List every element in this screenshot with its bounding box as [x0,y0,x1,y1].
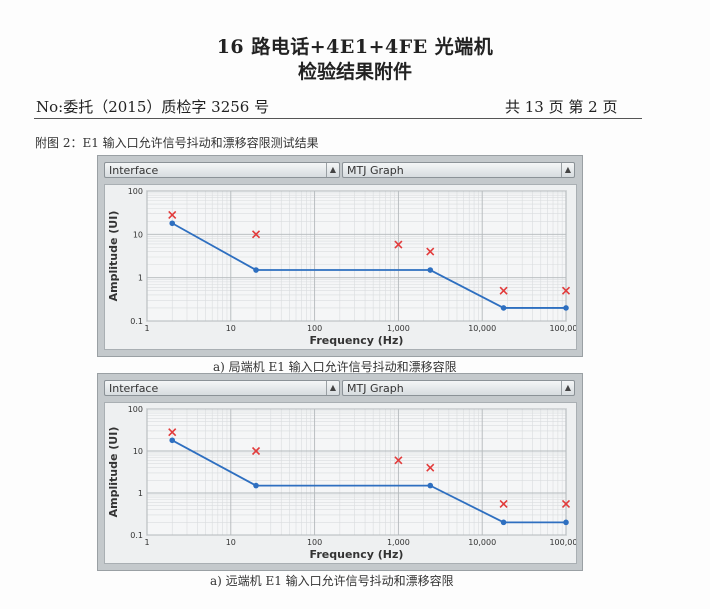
x-tick-label: 10,000 [468,538,496,547]
mtj-chart: 1101001,00010,000100,0000.1110100Frequen… [107,405,583,561]
page-info: 共 13 页 第 2 页 [505,98,618,116]
x-tick-label: 100 [307,324,322,333]
mask-point [563,305,569,311]
y-tick-label: 10 [133,230,143,239]
cross-stroke [251,230,261,239]
measured-point [168,210,177,220]
mask-point [169,220,176,227]
measured-point [426,463,435,472]
x-tick-label: 1,000 [387,324,410,333]
y-tick-label: 100 [128,405,143,414]
x-axis-label: Frequency (Hz) [310,334,404,347]
cross-stroke [499,286,508,295]
cross-stroke [168,210,177,220]
graph-dropdown[interactable]: MTJ Graph ▲︎ [342,380,575,396]
y-tick-label: 10 [133,447,143,456]
mask-point [253,267,259,273]
document-number: No:委托（2015）质检字 3256 号 [36,98,270,116]
plot-frame [146,190,567,322]
x-tick-label: 1 [144,324,149,333]
plot-frame [146,408,567,536]
x-tick-label: 10,000 [468,324,496,333]
graph-dropdown-label: MTJ Graph [347,382,404,395]
cross-stroke [561,499,571,508]
measured-point [561,286,571,295]
interface-dropdown-label: Interface [109,382,159,395]
cross-stroke [561,286,571,295]
measured-point [499,499,508,508]
graph-dropdown[interactable]: MTJ Graph ▲︎ [342,162,575,178]
measured-point [251,446,261,456]
x-tick-label: 10 [226,538,236,547]
interface-dropdown[interactable]: Interface ▲︎ [104,380,340,396]
header-rule [34,118,642,119]
y-axis-label: Amplitude (UI) [107,427,120,518]
measured-point [499,286,508,295]
mask-point [427,482,434,489]
x-tick-label: 10 [226,324,236,333]
mask-point [563,519,569,526]
mtj-chart: 1101001,00010,000100,0000.1110100Frequen… [107,187,583,347]
chevron-updown-icon: ▲︎ [326,163,339,177]
y-tick-label: 0.1 [130,317,143,326]
cross-stroke [168,428,177,437]
mask-point [427,267,434,273]
y-tick-label: 100 [128,187,143,196]
measured-point [394,240,403,249]
x-tick-label: 1 [144,538,149,547]
x-tick-label: 100 [307,538,322,547]
mask-point [169,437,176,444]
panel-caption: a) 局端机 E1 输入口允许信号抖动和漂移容限 [213,360,457,374]
chevron-updown-icon: ▲︎ [561,381,574,395]
mtj-panel-1: Interface ▲︎ MTJ Graph ▲︎ 1 10 100 1,000 10,… [97,155,583,357]
measured-point [168,428,177,437]
chart-area: 1101001,00010,000100,0000.1110100Frequen… [104,402,583,564]
mask-point [500,305,507,311]
y-tick-label: 1 [138,489,143,498]
interface-dropdown-label: Interface [109,164,159,177]
chart-area: 1101001,00010,000100,0000.1110100Frequen… [104,184,583,350]
x-tick-label: 100,000 [549,538,576,547]
x-tick-label: 1,000 [387,538,410,547]
document-title: 16 路电话+4E1+4FE 光端机 [216,36,494,58]
y-tick-label: 0.1 [130,531,143,540]
y-axis-label: Amplitude (UI) [107,211,120,302]
cross-stroke [426,463,435,472]
cross-stroke [251,446,261,456]
x-axis-label: Frequency (Hz) [310,548,404,561]
figure-caption: 附图 2：E1 输入口允许信号抖动和漂移容限测试结果 [35,136,319,150]
cross-stroke [499,499,508,508]
panel-caption: a) 远端机 E1 输入口允许信号抖动和漂移容限 [210,574,454,588]
x-tick-label: 100,000 [549,324,576,333]
y-tick-label: 1 [138,274,143,283]
measured-point [561,499,571,508]
mask-point [253,482,259,489]
cross-stroke [426,247,435,256]
chevron-updown-icon: ▲︎ [561,163,574,177]
measured-point [426,247,435,256]
measured-point [251,230,261,239]
graph-dropdown-label: MTJ Graph [347,164,404,177]
mask-point [500,519,507,526]
mtj-panel-2: Interface ▲︎ MTJ Graph ▲︎ 1 10 100 1,000 10,… [97,373,583,571]
cross-stroke [394,240,403,249]
document-subtitle: 检验结果附件 [297,61,412,83]
chevron-updown-icon: ▲︎ [326,381,339,395]
cross-stroke [394,456,403,465]
measured-point [394,456,403,465]
interface-dropdown[interactable]: Interface ▲︎ [104,162,340,178]
